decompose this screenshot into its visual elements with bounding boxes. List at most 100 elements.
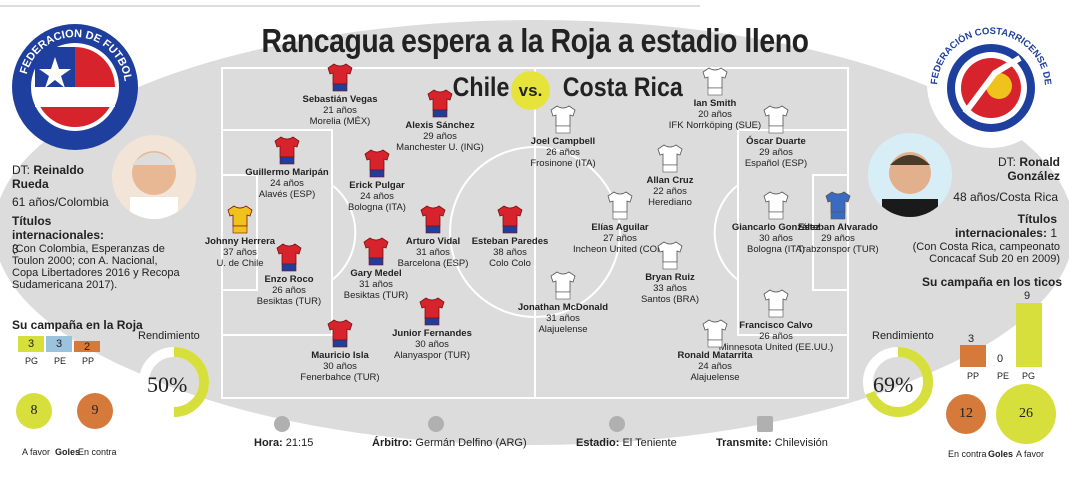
campaign-cr-title: Su campaña en los ticos (922, 275, 1063, 289)
chile-federation-logo: FEDERACION DE FUTBOL DE CHILE (10, 22, 138, 150)
coach-chile-age-country: 61 años/Colombia (12, 195, 109, 209)
jersey-icon (605, 240, 735, 270)
cr-player-card: Elías Aguilar 27 años Incheon United (COR) (555, 190, 685, 255)
coach-chile-info: DT: Reinaldo Rueda (12, 163, 122, 191)
cr-for-label: A favor (1016, 449, 1045, 459)
chile-player-name: Johnny Herrera (204, 236, 276, 247)
coach-cr-titles: Títulos internacionales: 1 (935, 212, 1057, 240)
cr-player-name: Joel Campbell (530, 136, 596, 147)
cr-against-label: En contra (948, 449, 987, 459)
chile-goals-against: 9 (77, 393, 113, 429)
jersey-icon (711, 190, 841, 220)
coach-cr-age-country: 48 años/Costa Rica (953, 190, 1058, 204)
cr-bar-pg (1016, 303, 1042, 367)
chile-bar-pe-label: PE (54, 356, 67, 366)
cr-bar-pe-value: 0 (997, 353, 1004, 365)
cr-player-club: Incheon United (COR) (573, 244, 667, 255)
chile-rendimiento-value: 50% (147, 372, 188, 397)
chile-player-card: Alexis Sánchez 29 años Manchester U. (ING) (375, 88, 505, 153)
cr-player-name: Óscar Duarte (746, 136, 806, 147)
jersey-icon (650, 66, 780, 96)
cr-player-card: Jonathan McDonald 31 años Alajuelense (498, 270, 628, 335)
chile-player-club: Manchester U. (ING) (396, 142, 484, 153)
info-arbitro-value: Germán Delfino (ARG) (415, 437, 527, 449)
cr-bar-pp-value: 3 (968, 333, 975, 345)
chile-player-card: Junior Fernandes 30 años Alanyaspor (TUR) (367, 296, 497, 361)
cr-bar-pp (960, 345, 986, 367)
coach-chile-name: Reinaldo Rueda (12, 163, 85, 191)
coach-cr-dt-label: DT: (997, 155, 1016, 169)
cr-player-club: Minnesota United (EE.UU.) (718, 342, 834, 353)
home-team-name: Chile (452, 72, 510, 102)
stadium-icon (609, 416, 625, 432)
cr-player-club: Bologna (ITA) (747, 244, 805, 255)
cr-player-club: Frosinone (ITA) (530, 158, 596, 169)
cr-player-age: 29 años (759, 147, 793, 158)
cr-player-card: Esteban Alvarado 29 años Trabzonspor (TUR) (773, 190, 903, 255)
chile-player-age: 24 años (360, 191, 394, 202)
cr-player-club: IFK Norrköping (SUE) (668, 120, 762, 131)
jersey-icon (312, 148, 442, 178)
cr-rendimiento-ring (863, 347, 933, 417)
chile-rendimiento-label: Rendimiento (138, 330, 200, 342)
chile-player-age: 26 años (272, 285, 306, 296)
chile-player-card: Mauricio Isla 30 años Fenerbahce (TUR) (275, 318, 405, 383)
cr-player-club: Español (ESP) (744, 158, 808, 169)
chile-player-name: Sebastián Vegas (302, 94, 378, 105)
cr-bar-pg-label: PG (1022, 371, 1036, 381)
cr-player-name: Allan Cruz (646, 175, 694, 186)
chile-player-club: Barcelona (ESP) (397, 258, 469, 269)
cr-player-age: 29 años (821, 233, 855, 244)
cr-player-age: 26 años (759, 331, 793, 342)
cr-player-name: Francisco Calvo (739, 320, 813, 331)
cr-player-card: Bryan Ruiz 33 años Santos (BRA) (605, 240, 735, 305)
cr-player-club: Trabzonspor (TUR) (797, 244, 879, 255)
jersey-icon (175, 204, 305, 234)
cr-bar-pe-label: PE (997, 371, 1010, 381)
info-estadio: Estadio: El Teniente (576, 437, 677, 449)
coach-cr-name: Ronald González (1007, 155, 1060, 183)
coach-chile-photo (112, 135, 196, 219)
cr-player-age: 27 años (603, 233, 637, 244)
jersey-icon (773, 190, 903, 220)
cr-goals-against: 12 (946, 394, 986, 434)
chile-player-card: Arturo Vidal 31 años Barcelona (ESP) (368, 204, 498, 269)
chile-player-age: 38 años (493, 247, 527, 258)
whistle-icon (428, 416, 444, 432)
cr-goals-label: Goles (988, 449, 1014, 459)
chile-player-age: 30 años (323, 361, 357, 372)
chile-player-card: Sebastián Vegas 21 años Morelia (MÉX) (275, 62, 405, 127)
cr-rendimiento-label: Rendimiento (872, 330, 934, 342)
coach-cr-titles-label: Títulos internacionales: (954, 212, 1057, 240)
chile-player-card: Erick Pulgar 24 años Bologna (ITA) (312, 148, 442, 213)
jersey-icon (711, 104, 841, 134)
chile-player-club: Colo Colo (489, 258, 531, 269)
chile-player-name: Junior Fernandes (392, 328, 472, 339)
chile-player-card: Esteban Paredes 38 años Colo Colo (445, 204, 575, 269)
chile-player-card: Enzo Roco 26 años Besiktas (TUR) (224, 242, 354, 307)
cr-bar-pp-label: PP (967, 371, 980, 381)
info-transmite: Transmite: Chilevisión (716, 437, 828, 449)
cr-player-age: 22 años (653, 186, 687, 197)
jersey-icon (222, 135, 352, 165)
tv-icon (757, 416, 773, 432)
cr-player-club: Santos (BRA) (640, 294, 700, 305)
info-arbitro: Árbitro: Germán Delfino (ARG) (372, 437, 527, 449)
chile-bar-pe: 3 (46, 336, 72, 352)
cr-player-card: Óscar Duarte 29 años Español (ESP) (711, 104, 841, 169)
cr-player-age: 26 años (546, 147, 580, 158)
cr-player-name: Bryan Ruiz (645, 272, 695, 283)
coach-chile-titles: Títulos internacionales: 3 (12, 214, 112, 256)
jersey-icon (311, 236, 441, 266)
jersey-icon (711, 288, 841, 318)
cr-player-card: Joel Campbell 26 años Frosinone (ITA) (498, 104, 628, 169)
clock-icon (274, 416, 290, 432)
cr-player-age: 30 años (759, 233, 793, 244)
chile-player-age: 21 años (323, 105, 357, 116)
costarica-federation-logo: FEDERACIÓN COSTARRICENSE DE FÚTBOL (925, 18, 1055, 148)
chile-player-age: 29 años (423, 131, 457, 142)
cr-player-name: Esteban Alvarado (798, 222, 878, 233)
chile-player-card: Gary Medel 31 años Besiktas (TUR) (311, 236, 441, 301)
info-hora-label: Hora: (254, 437, 283, 449)
